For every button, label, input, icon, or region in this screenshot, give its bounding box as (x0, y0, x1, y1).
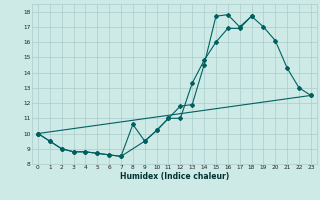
X-axis label: Humidex (Indice chaleur): Humidex (Indice chaleur) (120, 172, 229, 181)
